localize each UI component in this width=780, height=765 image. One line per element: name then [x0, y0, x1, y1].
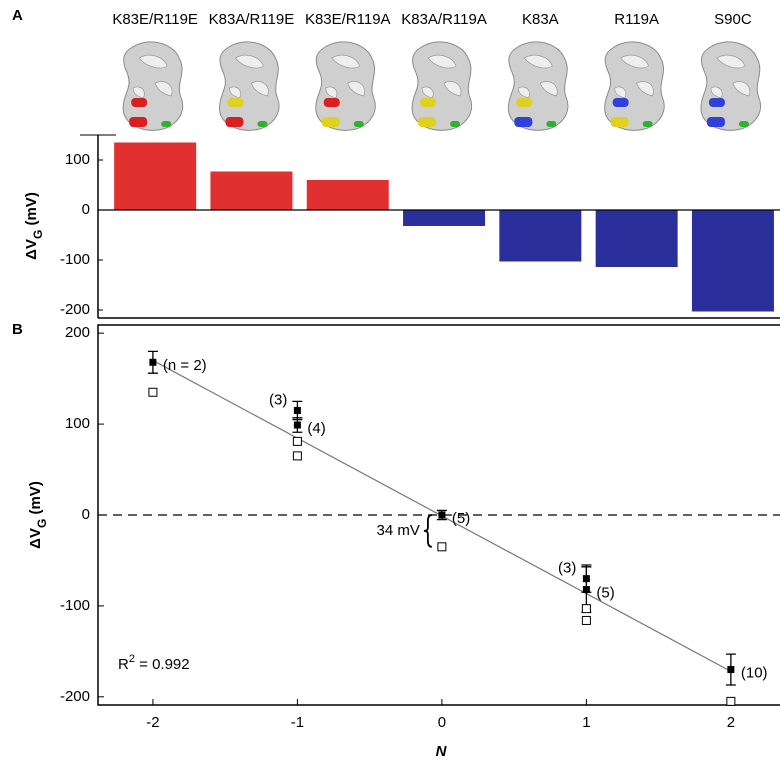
n-label: (5)	[452, 510, 470, 527]
r-squared: R2 = 0.992	[118, 653, 190, 673]
residue-patch	[129, 117, 148, 127]
y-label-sub: G	[31, 230, 45, 239]
x-tick-label: -1	[291, 714, 304, 731]
residue-patch	[708, 98, 725, 107]
data-point-open	[148, 387, 158, 397]
protein-structure	[604, 41, 665, 131]
bar	[691, 210, 774, 312]
bar	[306, 180, 389, 210]
protein-structure	[411, 41, 473, 131]
x-tick-label: 1	[582, 714, 590, 731]
panel-label: B	[12, 321, 23, 338]
data-point-open	[726, 696, 736, 706]
protein-structure	[315, 41, 376, 131]
y-label-sub: G	[35, 519, 49, 528]
y-tick-label: 0	[82, 201, 90, 218]
r-squared-sup: 2	[129, 653, 135, 665]
residue-patch	[227, 98, 244, 107]
bar	[403, 210, 486, 226]
bar	[114, 142, 197, 210]
r-squared-main: R	[118, 656, 129, 673]
x-axis-label: N	[436, 743, 448, 760]
x-tick-label: -2	[146, 714, 159, 731]
n-label: (5)	[596, 585, 614, 602]
residue-patch	[161, 121, 172, 127]
y-label-suffix: (mV)	[23, 192, 40, 230]
data-point	[438, 511, 446, 519]
y-tick-label: -100	[60, 597, 90, 614]
protein-structure	[700, 41, 762, 131]
n-label: (3)	[269, 391, 287, 408]
residue-patch	[514, 117, 533, 127]
residue-patch	[257, 121, 268, 127]
y-tick-label: 0	[82, 506, 90, 523]
protein-structure	[122, 41, 184, 131]
residue-patch	[612, 98, 629, 107]
brace	[423, 514, 432, 548]
y-tick-label: 200	[65, 324, 90, 341]
residue-patch	[610, 117, 629, 127]
residue-patch	[323, 98, 340, 107]
data-point-open	[581, 615, 591, 625]
category-label: K83E/R119A	[305, 11, 391, 28]
residue-patch	[516, 98, 533, 107]
category-label: R119A	[614, 11, 659, 28]
y-label-main: ΔV	[27, 528, 44, 549]
y-label-main: ΔV	[23, 239, 40, 260]
data-point	[582, 586, 590, 594]
n-label: (n = 2)	[163, 357, 207, 374]
y-tick-label: -200	[60, 688, 90, 705]
n-label: (10)	[741, 665, 768, 682]
protein-structure	[507, 41, 569, 131]
data-point	[149, 358, 157, 366]
bar	[499, 210, 582, 262]
residue-patch	[131, 98, 148, 107]
x-tick-label: 0	[438, 714, 446, 731]
residue-patch	[321, 117, 340, 127]
data-point-open	[292, 436, 302, 446]
y-axis-label: ΔVG (mV)	[23, 192, 45, 260]
panel-label: A	[12, 7, 23, 24]
residue-patch	[225, 117, 244, 127]
bar	[210, 171, 293, 210]
residue-patch	[642, 121, 653, 127]
residue-patch	[450, 121, 461, 127]
x-tick-label: 2	[727, 714, 735, 731]
annotation: 34 mV	[377, 522, 420, 539]
category-label: K83A/R119A	[401, 11, 487, 28]
residue-patch	[418, 117, 437, 127]
n-label: (3)	[558, 560, 576, 577]
y-axis-label: ΔVG (mV)	[27, 481, 49, 549]
category-label: K83E/R119E	[112, 11, 198, 28]
data-point	[293, 421, 301, 429]
y-tick-label: 100	[65, 415, 90, 432]
bar	[595, 210, 678, 267]
y-tick-label: -100	[60, 251, 90, 268]
protein-structure	[218, 41, 280, 131]
category-label: S90C	[714, 11, 752, 28]
residue-patch	[738, 121, 749, 127]
data-point	[293, 406, 301, 414]
residue-patch	[420, 98, 437, 107]
r-squared-suffix: = 0.992	[135, 656, 190, 673]
data-point	[727, 666, 735, 674]
data-point-open	[581, 604, 591, 614]
data-point-open	[292, 451, 302, 461]
category-label: K83A/R119E	[209, 11, 295, 28]
residue-patch	[706, 117, 725, 127]
category-label: K83A	[522, 11, 559, 28]
data-point-open	[437, 542, 447, 552]
y-label-suffix: (mV)	[27, 481, 44, 519]
n-label: (4)	[307, 420, 325, 437]
y-tick-label: -200	[60, 301, 90, 318]
residue-patch	[546, 121, 557, 127]
y-tick-label: 100	[65, 151, 90, 168]
residue-patch	[353, 121, 364, 127]
